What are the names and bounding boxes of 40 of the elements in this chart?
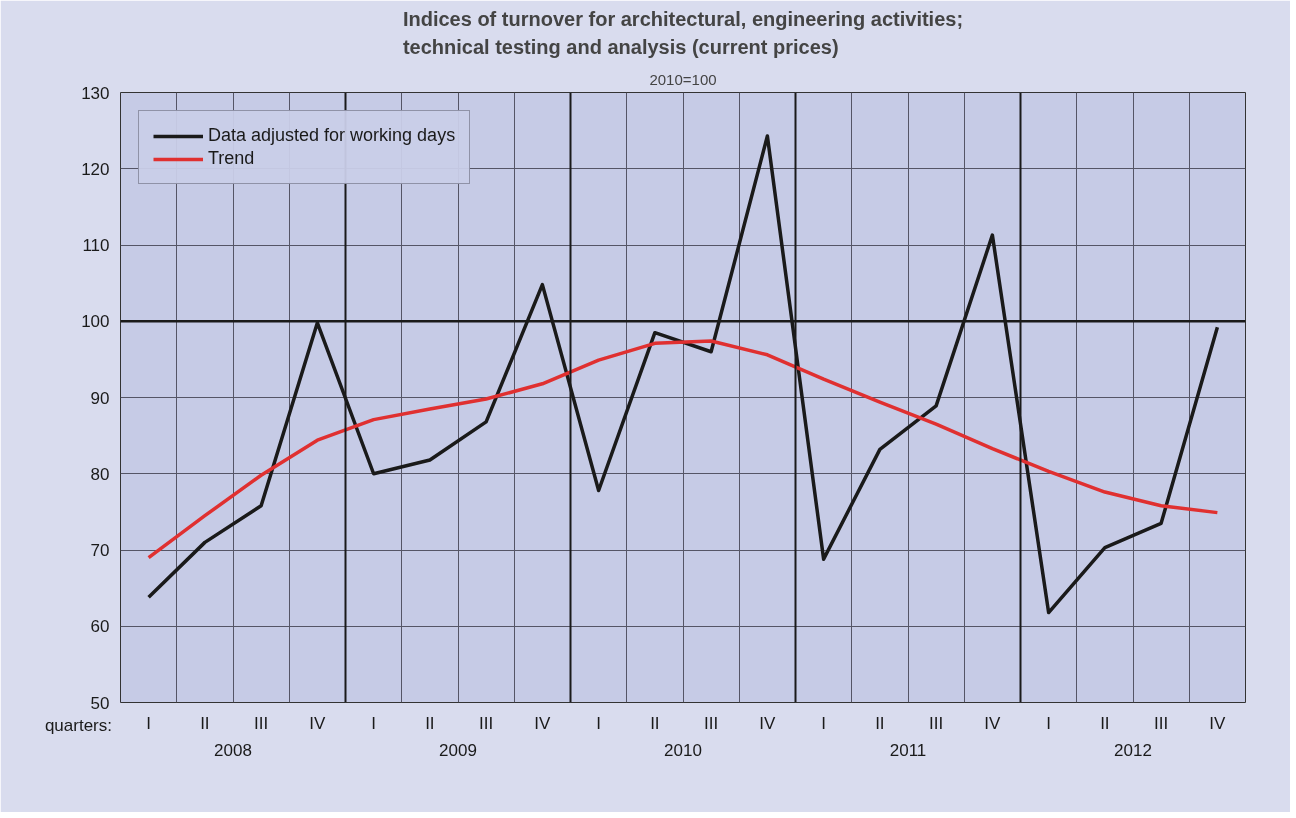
legend-label: Trend (208, 148, 255, 169)
text: 2010 (664, 740, 702, 760)
y-tick-label: 120 (81, 159, 110, 179)
x-tick-label: III (704, 713, 719, 733)
x-tick-label: III (1154, 713, 1169, 733)
y-tick-label: 90 (90, 388, 110, 408)
x-tick-label: I (1046, 713, 1051, 733)
x-tick-label: I (146, 713, 151, 733)
y-tick-label: 80 (90, 464, 110, 484)
y-tick-label: 110 (82, 236, 110, 255)
x-tick-label: IV (309, 713, 327, 733)
x-tick-label: II (650, 713, 660, 733)
x-tick-label: III (479, 713, 494, 733)
x-tick-label: IV (984, 713, 1002, 733)
text: 2012 (1114, 740, 1152, 760)
x-tick-label: IV (759, 713, 777, 733)
chart-subtitle: 2010=100 (649, 70, 717, 88)
legend-label: Data adjusted for working days (208, 125, 456, 146)
text: 2011 (889, 740, 927, 760)
chart-title: Indices of turnover for architectural, engineering activities; technical testing and analysis (current prices) (402, 7, 964, 59)
x-tick-label: I (596, 713, 601, 733)
x-tick-label: IV (1209, 713, 1227, 733)
line-series (146, 339, 1220, 560)
y-tick-label: 70 (90, 541, 110, 560)
x-tick-label: II (1100, 713, 1110, 733)
text: 2009 (439, 740, 477, 760)
x-tick-label: I (371, 713, 376, 733)
y-tick-label: 130 (81, 83, 110, 103)
text: 2008 (214, 740, 252, 760)
x-tick-label: II (875, 713, 885, 733)
x-tick-label: II (200, 713, 210, 733)
y-tick-label: 50 (90, 693, 110, 713)
x-axis-title: quarters: (43, 716, 112, 736)
x-tick-label: I (821, 713, 826, 733)
x-tick-label: II (425, 713, 435, 733)
x-tick-label: IV (534, 713, 552, 733)
y-tick-label: 100 (81, 312, 110, 332)
x-tick-label: III (254, 713, 269, 733)
x-tick-label: III (929, 713, 944, 733)
y-tick-label: 60 (90, 617, 110, 637)
